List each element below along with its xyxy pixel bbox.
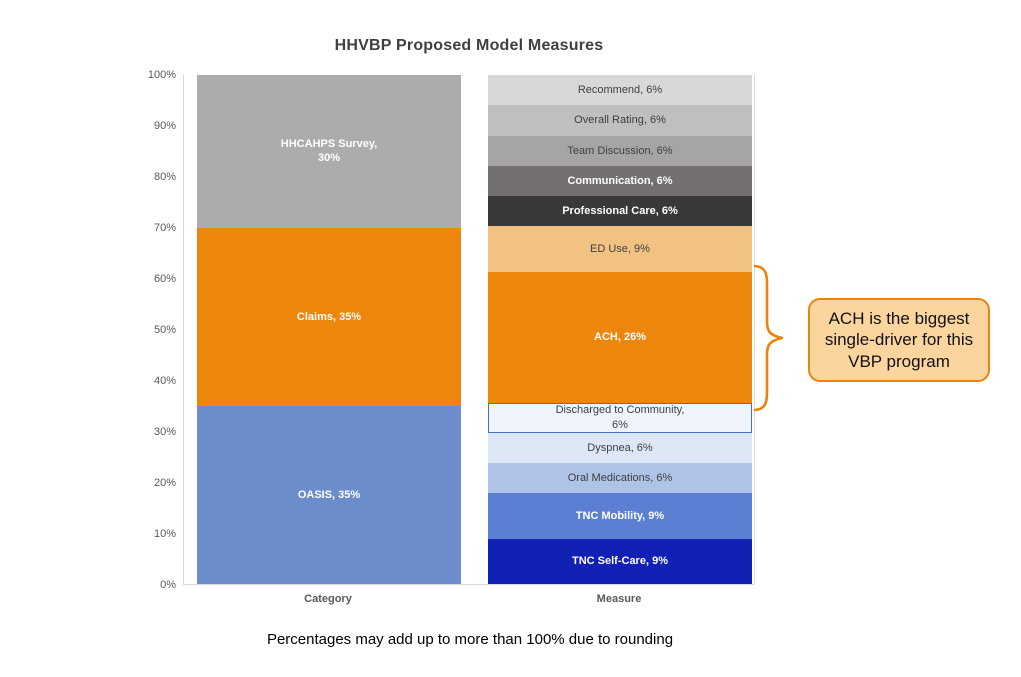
- y-tick-label: 0%: [160, 579, 176, 591]
- y-tick-label: 70%: [153, 222, 176, 234]
- segment-label: Communication, 6%: [567, 174, 673, 187]
- curly-brace-bracket: [753, 264, 784, 412]
- segment-label: Overall Rating, 6%: [574, 114, 666, 127]
- y-tick-label: 60%: [153, 273, 176, 285]
- segment-team-discussion: Team Discussion, 6%: [488, 135, 752, 166]
- y-tick-label: 20%: [153, 477, 176, 489]
- segment-label: TNC Mobility, 9%: [575, 509, 665, 522]
- segment-recommend: Recommend, 6%: [488, 75, 752, 106]
- y-tick-label: 90%: [153, 120, 176, 132]
- x-axis-label-category: Category: [304, 593, 352, 605]
- segment-overall-rating: Overall Rating, 6%: [488, 105, 752, 136]
- segment-professional-care: Professional Care, 6%: [488, 196, 752, 227]
- y-tick-label: 80%: [153, 171, 176, 183]
- segment-label: HHCAHPS Survey, 30%: [280, 138, 378, 165]
- segment-communication: Communication, 6%: [488, 165, 752, 197]
- segment-hhcahps-survey: HHCAHPS Survey, 30%: [197, 75, 461, 228]
- segment-discharged-to-community: Discharged to Community, 6%: [488, 402, 752, 433]
- segment-label: Claims, 35%: [296, 310, 362, 323]
- segment-label: Oral Medications, 6%: [567, 472, 673, 485]
- callout-text: ACH is the biggest single-driver for thi…: [824, 309, 974, 371]
- segment-ed-use: ED Use, 9%: [488, 226, 752, 272]
- footnote: Percentages may add up to more than 100%…: [266, 631, 674, 648]
- y-tick-label: 100%: [147, 69, 176, 81]
- segment-ach: ACH, 26%: [488, 271, 752, 403]
- segment-label: ACH, 26%: [594, 330, 646, 343]
- y-tick-label: 10%: [153, 528, 176, 540]
- segment-oral-medications: Oral Medications, 6%: [488, 463, 752, 494]
- segment-dyspnea: Dyspnea, 6%: [488, 432, 752, 464]
- segment-label: Dyspnea, 6%: [587, 441, 653, 454]
- bar-measure: TNC Self-Care, 9% TNC Mobility, 9% Oral Me…: [488, 75, 752, 584]
- callout-box: ACH is the biggest single-driver for thi…: [808, 298, 990, 382]
- y-tick-label: 50%: [153, 324, 176, 336]
- segment-oasis: OASIS, 35%: [197, 405, 461, 584]
- bar-category: OASIS, 35% Claims, 35% HHCAHPS Survey, 30%: [197, 75, 461, 584]
- segment-label: Professional Care, 6%: [562, 204, 678, 217]
- segment-label: TNC Self-Care, 9%: [572, 555, 668, 568]
- x-axis-label-measure: Measure: [596, 593, 642, 605]
- segment-tnc-mobility: TNC Mobility, 9%: [488, 493, 752, 539]
- segment-claims: Claims, 35%: [197, 227, 461, 406]
- curly-brace-path: [753, 264, 784, 412]
- chart-title: HHVBP Proposed Model Measures: [334, 37, 604, 54]
- segment-label: Recommend, 6%: [577, 84, 663, 97]
- segment-label: Discharged to Community, 6%: [555, 404, 685, 431]
- y-axis: 100% 90% 80% 70% 60% 50% 40% 30% 20% 10% 0%: [100, 69, 176, 591]
- y-tick-label: 40%: [153, 375, 176, 387]
- segment-label: OASIS, 35%: [297, 488, 361, 501]
- segment-tnc-self-care: TNC Self-Care, 9%: [488, 538, 752, 584]
- segment-label: ED Use, 9%: [590, 242, 650, 255]
- plot-area: OASIS, 35% Claims, 35% HHCAHPS Survey, 30% …: [183, 75, 755, 585]
- y-tick-label: 30%: [153, 426, 176, 438]
- segment-label: Team Discussion, 6%: [567, 144, 673, 157]
